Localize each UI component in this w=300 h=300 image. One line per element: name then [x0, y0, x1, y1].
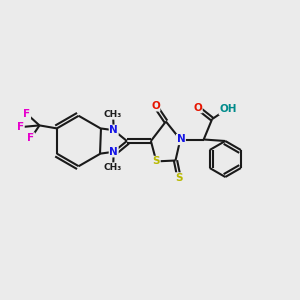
Text: OH: OH [219, 104, 237, 115]
Text: CH₃: CH₃ [104, 110, 122, 119]
Text: S: S [176, 173, 183, 183]
Text: O: O [193, 103, 202, 113]
Text: CH₃: CH₃ [104, 163, 122, 172]
Text: F: F [23, 109, 30, 119]
Text: N: N [109, 147, 118, 157]
Text: S: S [153, 156, 160, 167]
Text: F: F [28, 133, 34, 143]
Text: N: N [176, 134, 185, 145]
Text: O: O [151, 101, 160, 111]
Text: F: F [17, 122, 24, 132]
Text: N: N [109, 125, 118, 135]
